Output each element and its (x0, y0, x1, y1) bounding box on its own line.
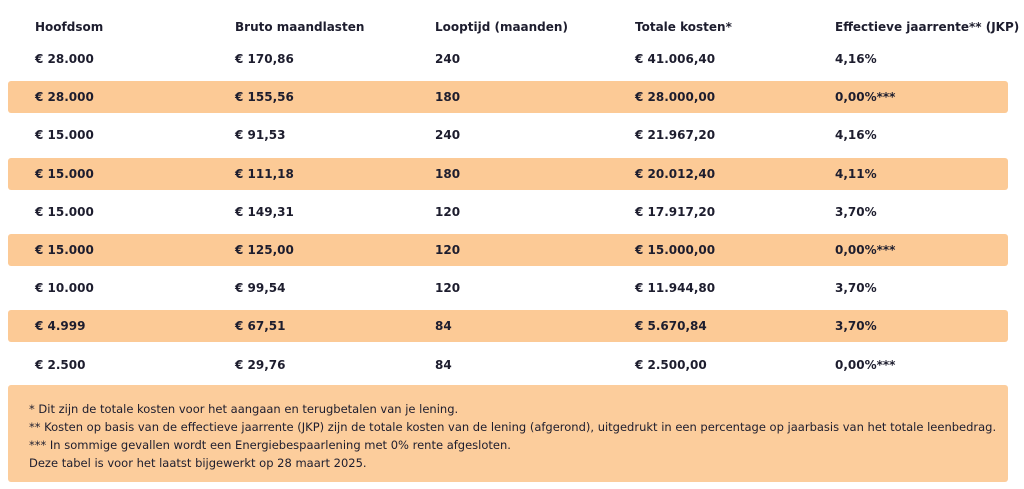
table-row: € 28.000 € 155,56 180 € 28.000,00 0,00%*** (8, 81, 1008, 114)
table-cell: 4,16% (835, 52, 877, 66)
table-cell: € 15.000 (35, 166, 94, 181)
table-row: € 28.000 € 170,86 240 € 41.006,40 4,16% (8, 43, 1008, 75)
table-cell: € 15.000 (35, 204, 94, 219)
table-cell: 3,70% (835, 281, 877, 296)
table-cell: € 149,31 (235, 204, 294, 219)
table-cell: € 20.012,40 (635, 166, 716, 181)
table-cell: € 28.000,00 (635, 90, 716, 105)
footnote: ** Kosten op basis van de effectieve jaa… (29, 420, 997, 434)
table-cell: € 11.944,80 (635, 281, 716, 296)
table-cell: € 5.670,84 (635, 319, 707, 334)
table-cell: 120 (435, 281, 461, 296)
header-cell: Bruto maandlasten (235, 20, 365, 34)
table-row: € 15.000 € 111,18 180 € 20.012,40 4,11% (8, 157, 1008, 190)
header-cell: Effectieve jaarrente** (JKP) (835, 20, 1020, 34)
table-cell: 4,16% (835, 128, 877, 143)
table-cell: 0,00%*** (835, 357, 896, 372)
table-cell: 0,00%*** (835, 243, 896, 257)
table-cell: € 4.999 (35, 319, 86, 334)
table-cell: € 111,18 (235, 166, 294, 181)
table-cell: € 155,56 (235, 90, 294, 105)
table-cell: € 67,51 (235, 319, 286, 334)
table-cell: € 2.500 (35, 357, 86, 372)
table-cell: € 2.500,00 (635, 357, 707, 372)
table-cell: 120 (435, 243, 461, 257)
table-row: € 4.999 € 67,51 84 € 5.670,84 3,70% (8, 310, 1008, 343)
table-cell: 120 (435, 204, 461, 219)
table-cell: € 41.006,40 (635, 52, 716, 66)
table-row: € 15.000 € 91,53 240 € 21.967,20 4,16% (8, 119, 1008, 151)
table-cell: 180 (435, 166, 461, 181)
table-cell: € 91,53 (235, 128, 286, 143)
table-cell: 240 (435, 128, 461, 143)
header-cell: Looptijd (maanden) (435, 20, 568, 34)
table-cell: 240 (435, 52, 461, 66)
table-cell: 84 (435, 357, 452, 372)
table-cell: € 125,00 (235, 243, 294, 257)
table-row: € 15.000 € 149,31 120 € 17.917,20 3,70% (8, 196, 1008, 228)
footnotes: * Dit zijn de totale kosten voor het aan… (8, 385, 1008, 482)
table-cell: € 29,76 (235, 357, 286, 372)
header-cell: Hoofdsom (35, 20, 104, 34)
table-cell: 3,70% (835, 204, 877, 219)
table-cell: € 15.000 (35, 128, 94, 143)
header-row: Hoofdsom Bruto maandlasten Looptijd (maand… (8, 11, 1019, 43)
footnote: * Dit zijn de totale kosten voor het aan… (29, 402, 459, 416)
table-cell: 3,70% (835, 319, 877, 334)
footnote: Deze tabel is voor het laatst bijgewerkt… (29, 456, 367, 470)
table-row: € 2.500 € 29,76 84 € 2.500,00 0,00%*** (8, 349, 1008, 381)
table-cell: € 15.000,00 (635, 243, 716, 257)
table-cell: € 10.000 (35, 281, 94, 296)
table-cell: € 99,54 (235, 281, 286, 296)
table-cell: 0,00%*** (835, 90, 896, 105)
table-cell: € 170,86 (235, 52, 294, 66)
footnote: *** In sommige gevallen wordt een Energi… (29, 438, 511, 452)
table-cell: € 28.000 (35, 52, 94, 66)
header-cell: Totale kosten* (635, 20, 732, 34)
table-cell: 84 (435, 319, 452, 334)
table-cell: € 15.000 (35, 243, 94, 257)
table-cell: € 28.000 (35, 90, 94, 105)
table-cell: 180 (435, 90, 461, 105)
table-cell: € 17.917,20 (635, 204, 716, 219)
table-row: € 15.000 € 125,00 120 € 15.000,00 0,00%*** (8, 234, 1008, 266)
table-cell: 4,11% (835, 166, 877, 181)
table-cell: € 21.967,20 (635, 128, 716, 143)
table-row: € 10.000 € 99,54 120 € 11.944,80 3,70% (8, 272, 1008, 304)
